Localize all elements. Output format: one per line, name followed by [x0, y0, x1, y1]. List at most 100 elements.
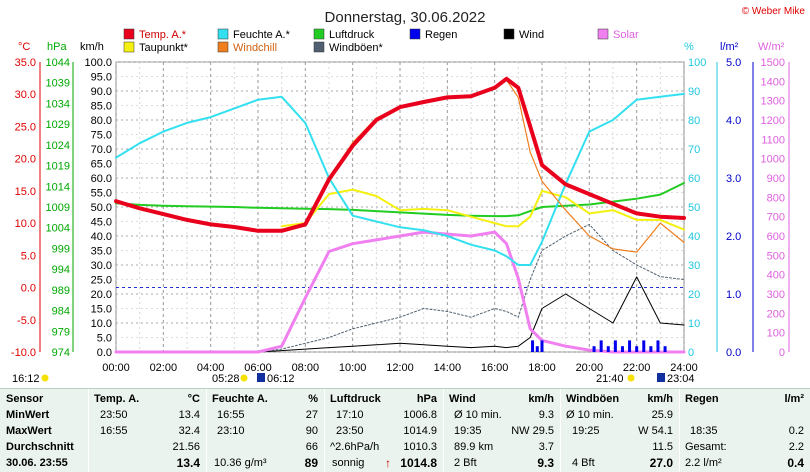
legend-swatch-8 — [313, 41, 325, 53]
tick-humidity-2: 80 — [688, 115, 700, 127]
series-line-4 — [280, 188, 685, 231]
chart-title: Donnerstag, 30.06.2022 — [325, 9, 486, 26]
temp-header: Temp. A. — [94, 393, 140, 405]
humidity-min-value: 27 — [305, 409, 318, 421]
legend-label-7: Windchill — [233, 42, 277, 54]
tick-wind-14: 30.0 — [91, 260, 112, 272]
pressure-unit: hPa — [416, 393, 437, 405]
tick-pressure-6: 1014 — [46, 181, 70, 193]
pressure-min-value: 1006.8 — [403, 409, 437, 421]
weather-state: sonnig — [332, 457, 365, 469]
temp-max-time: 16:55 — [100, 425, 128, 437]
rain-bar-7 — [620, 346, 624, 352]
wind-header: Wind — [449, 393, 476, 405]
rain-bar-4 — [599, 340, 603, 352]
legend: Temp. A.* Feuchte A.* Luftdruck Regen Wind So… — [123, 28, 639, 54]
tick-humidity-7: 30 — [688, 260, 700, 272]
sunrise-time: 05:28 — [212, 373, 240, 385]
weather-chart: 35.0 30.0 25.0 20.0 15.0 10.0 5.0 0.0 -5.0 -10.0 1… — [11, 6, 806, 385]
tick-pressure-0: 1044 — [46, 57, 70, 69]
wind-min-value: 9.3 — [538, 409, 554, 421]
unit-humidity: % — [684, 41, 694, 53]
row-label-avg: Durchschnitt — [6, 441, 74, 453]
wind-avg: 3.7 — [538, 441, 554, 453]
tick-temp-0: 35.0 — [15, 57, 36, 69]
time-left: 16:12 — [12, 373, 40, 385]
tick-pressure-14: 974 — [52, 347, 70, 359]
rain-current: 0.4 — [787, 456, 804, 470]
gust-max-time: 19:25 — [572, 425, 600, 437]
legend-swatch-2 — [313, 28, 325, 40]
wind-distance: 89.9 km — [454, 441, 494, 453]
series-layer — [114, 76, 686, 354]
legend-swatch-4 — [503, 28, 515, 40]
tick-pressure-3: 1029 — [46, 119, 70, 131]
tick-solar-8: 700 — [767, 212, 785, 224]
tick-temp-6: 5.0 — [21, 250, 36, 262]
rain-max-time: 18:35 — [690, 425, 718, 437]
tick-temp-2: 25.0 — [15, 121, 36, 133]
tick-humidity-5: 50 — [688, 202, 700, 214]
tick-solar-10: 500 — [767, 250, 785, 262]
legend-label-2: Luftdruck — [329, 29, 375, 41]
rain-rate: 2.2 l/m² — [685, 457, 722, 469]
tick-wind-15: 25.0 — [91, 275, 112, 287]
tick-solar-7: 800 — [767, 192, 785, 204]
tick-humidity-6: 40 — [688, 231, 700, 243]
pressure-header: Luftdruck — [330, 393, 381, 405]
gust-avg: 11.5 — [652, 441, 673, 453]
humidity-avg: 66 — [305, 441, 318, 453]
tick-pressure-10: 994 — [52, 264, 70, 276]
tick-solar-4: 1100 — [761, 134, 785, 146]
legend-label-3: Regen — [425, 29, 457, 41]
tick-time-9: 18:00 — [528, 362, 556, 374]
tick-rain-3: 2.0 — [726, 231, 741, 243]
rain-bar-2 — [540, 340, 544, 352]
tick-time-1: 02:00 — [150, 362, 178, 374]
tick-wind-1: 95.0 — [91, 72, 112, 84]
tick-temp-5: 10.0 — [15, 218, 36, 230]
rain-bar-13 — [663, 346, 667, 352]
gust-beaufort: 4 Bft — [572, 457, 595, 469]
tick-humidity-3: 70 — [688, 144, 700, 156]
tick-temp-4: 15.0 — [15, 186, 36, 198]
tick-pressure-1: 1039 — [46, 78, 70, 90]
rain-bar-6 — [613, 340, 617, 352]
tick-time-3: 06:00 — [244, 362, 272, 374]
wind-current: 9.3 — [537, 456, 554, 470]
gust-unit: km/h — [647, 393, 673, 405]
unit-temp: °C — [18, 41, 30, 53]
temp-avg: 21.56 — [172, 441, 200, 453]
temp-min-time: 23:50 — [100, 409, 128, 421]
tick-solar-13: 200 — [767, 308, 785, 320]
moonrise-icon — [257, 373, 265, 382]
legend-swatch-1 — [217, 28, 229, 40]
tick-pressure-8: 1004 — [46, 223, 70, 235]
rain-bar-0 — [531, 340, 535, 352]
tick-time-11: 22:00 — [623, 362, 651, 374]
legend-swatch-0 — [123, 28, 135, 40]
tick-pressure-5: 1019 — [46, 161, 70, 173]
series-line-3 — [115, 182, 685, 218]
gust-max-direction: W 54.1 — [638, 425, 673, 437]
tick-time-2: 04:00 — [197, 362, 225, 374]
tick-time-8: 16:00 — [481, 362, 509, 374]
copyright-link[interactable]: © Weber Mike — [742, 6, 806, 17]
tick-time-6: 12:00 — [386, 362, 414, 374]
pressure-min-time: 17:10 — [336, 409, 364, 421]
rain-bar-11 — [649, 346, 653, 352]
series-line-5 — [115, 92, 685, 266]
tick-temp-8: -5.0 — [17, 315, 36, 327]
tick-rain-1: 4.0 — [726, 115, 741, 127]
tick-wind-3: 85.0 — [91, 101, 112, 113]
wind-min-label: Ø 10 min. — [454, 409, 502, 421]
tick-time-12: 24:00 — [670, 362, 698, 374]
legend-swatch-6 — [123, 41, 135, 53]
sunrise-icon — [240, 374, 248, 382]
legend-label-5: Solar — [613, 29, 639, 41]
tick-humidity-9: 10 — [688, 318, 700, 330]
tick-time-10: 20:00 — [576, 362, 604, 374]
tick-wind-12: 40.0 — [91, 231, 112, 243]
pressure-current: 1014.8 — [400, 456, 437, 470]
